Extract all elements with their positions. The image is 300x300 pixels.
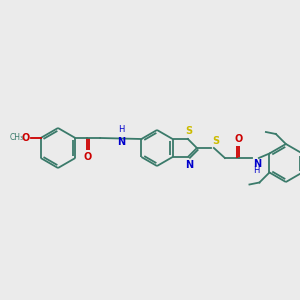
Text: O: O [235,134,243,144]
Text: N: N [117,137,125,147]
Text: S: S [185,126,192,136]
Text: N: N [253,159,261,169]
Text: O: O [21,133,30,143]
Text: S: S [212,136,219,146]
Text: CH₃: CH₃ [10,134,24,142]
Text: H: H [253,166,259,175]
Text: O: O [84,152,92,162]
Text: H: H [118,125,124,134]
Text: N: N [185,160,193,170]
